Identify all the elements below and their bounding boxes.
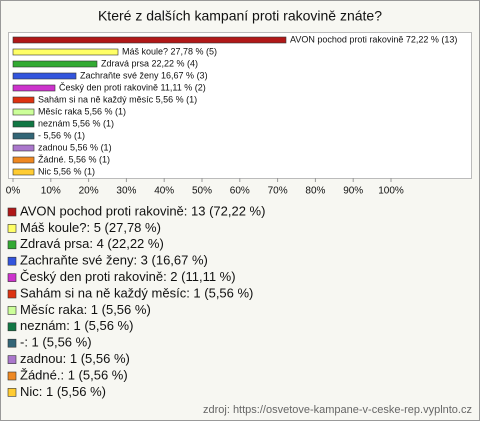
legend-swatch xyxy=(7,207,17,217)
legend-swatch xyxy=(7,338,17,348)
value-label: - 5,56 % (1) xyxy=(38,130,85,140)
value-label: Zdravá prsa 22,22 % (4) xyxy=(101,58,198,68)
legend-label: neznám: 1 (5,56 %) xyxy=(20,318,133,333)
plot-area xyxy=(8,32,472,179)
value-label: Žádné. 5,56 % (1) xyxy=(38,154,110,164)
x-tick-label: 10% xyxy=(41,186,61,197)
bar xyxy=(12,96,35,104)
legend-label: Žádné.: 1 (5,56 %) xyxy=(20,367,128,382)
x-tick-label: 50% xyxy=(192,186,212,197)
bar xyxy=(12,156,35,164)
legend-label: -: 1 (5,56 %) xyxy=(20,335,92,350)
value-label: Nic 5,56 % (1) xyxy=(38,166,95,176)
x-tick-label: 100% xyxy=(378,186,404,197)
value-label: Český den proti rakovině 11,11 % (2) xyxy=(59,82,206,92)
value-label: Máš koule? 27,78 % (5) xyxy=(122,46,217,56)
value-label: neznám 5,56 % (1) xyxy=(38,118,114,128)
bar xyxy=(12,48,119,56)
bar xyxy=(12,120,35,128)
value-label: Měsíc raka 5,56 % (1) xyxy=(38,106,126,116)
legend-label: Český den proti rakovině: 2 (11,11 %) xyxy=(20,269,236,284)
legend-label: Nic: 1 (5,56 %) xyxy=(20,384,106,399)
legend-label: AVON pochod proti rakovině: 13 (72,22 %) xyxy=(20,203,265,218)
bar xyxy=(12,168,35,176)
bar xyxy=(12,84,56,92)
legend-label: Měsíc raka: 1 (5,56 %) xyxy=(20,302,151,317)
source: zdroj: https://osvetove-kampane-v-ceske-… xyxy=(203,404,472,416)
value-label: Sahám si na ně každý měsíc 5,56 % (1) xyxy=(38,94,197,104)
legend-swatch xyxy=(7,388,17,397)
x-tick-label: 30% xyxy=(116,186,136,197)
bar xyxy=(12,108,35,116)
bar xyxy=(12,132,35,140)
legend-label: Zachraňte své ženy: 3 (16,67 %) xyxy=(20,253,208,268)
x-tick-label: 70% xyxy=(268,186,288,197)
legend-swatch xyxy=(7,256,17,266)
legend-swatch xyxy=(7,273,17,282)
legend-label: zadnou: 1 (5,56 %) xyxy=(20,351,130,366)
bar xyxy=(12,60,98,68)
bar xyxy=(12,72,77,80)
x-tick-label: 0% xyxy=(6,186,21,197)
x-tick-label: 20% xyxy=(79,186,99,197)
legend-swatch xyxy=(7,289,17,299)
legend-swatch xyxy=(7,240,17,250)
legend-swatch xyxy=(7,322,17,332)
x-tick-label: 90% xyxy=(343,186,363,197)
bar xyxy=(12,36,287,44)
x-tick-label: 60% xyxy=(230,186,250,197)
value-label: Zachraňte své ženy 16,67 % (3) xyxy=(80,70,208,80)
chart-title: Které z dalších kampaní proti rakovině z… xyxy=(98,8,382,24)
legend-swatch xyxy=(7,371,17,381)
legend-swatch xyxy=(7,306,17,315)
legend-label: Máš koule?: 5 (27,78 %) xyxy=(20,220,161,235)
value-label: AVON pochod proti rakovině 72,22 % (13) xyxy=(290,34,457,44)
legend-label: Sahám si na ně každý měsíc: 1 (5,56 %) xyxy=(20,285,253,300)
x-tick-label: 80% xyxy=(305,186,325,197)
legend-swatch xyxy=(7,224,17,233)
legend-swatch xyxy=(7,355,17,364)
value-label: zadnou 5,56 % (1) xyxy=(38,142,112,152)
x-tick-label: 40% xyxy=(154,186,174,197)
bar xyxy=(12,144,35,152)
legend-label: Zdravá prsa: 4 (22,22 %) xyxy=(20,236,164,251)
